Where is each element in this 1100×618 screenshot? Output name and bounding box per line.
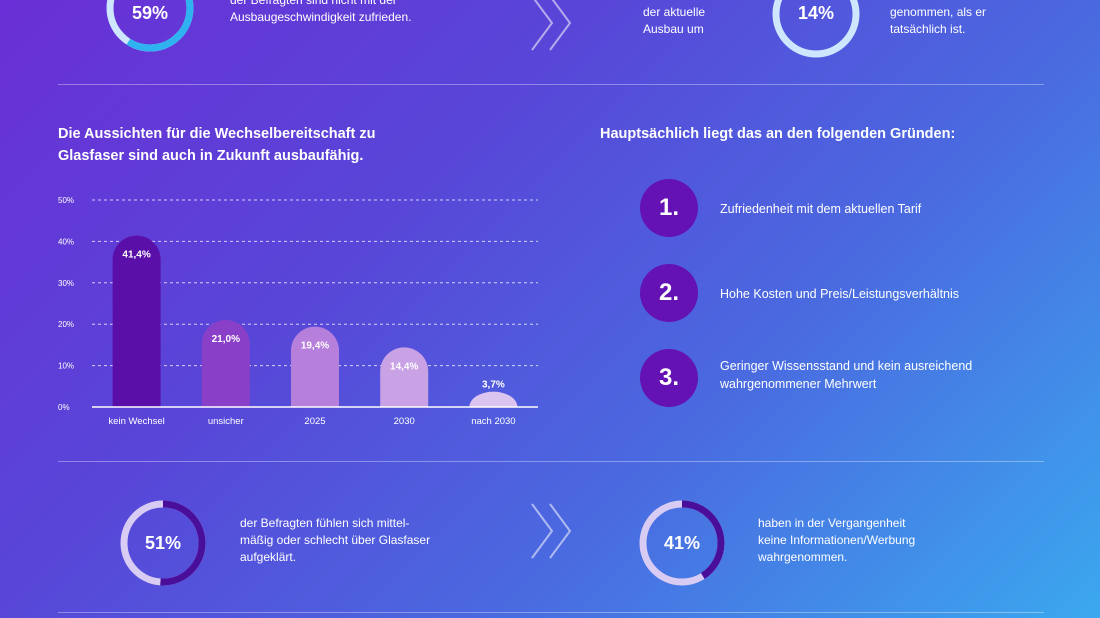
y-tick-label: 50% [58, 196, 74, 205]
y-tick-label: 20% [58, 320, 74, 329]
y-tick-label: 40% [58, 237, 74, 246]
stat-value-59: 59% [131, 3, 169, 23]
stat-value-14: 14% [797, 3, 835, 23]
x-category-label: nach 2030 [471, 416, 515, 427]
ring-41 [639, 500, 725, 586]
bar-value-label: 14,4% [390, 361, 418, 372]
reason-text-1: Zufriedenheit mit dem aktuellen Tarif [720, 202, 922, 216]
y-tick-label: 10% [58, 362, 74, 371]
stat-text-ausbau: der aktuelle Ausbau um [643, 5, 706, 36]
ring-59 [106, 0, 194, 52]
bar [469, 391, 518, 407]
divider-top [58, 84, 1044, 85]
bar [201, 320, 250, 407]
reasons-heading: Hauptsächlich liegt das an den folgenden… [600, 126, 956, 142]
reason-text-2: Hohe Kosten und Preis/Leistungsverhältni… [720, 287, 960, 301]
bar [112, 235, 161, 407]
stat-text-werbung: haben in der Vergangenheit keine Informa… [758, 516, 916, 564]
reason-text-3: Geringer Wissensstand und kein ausreiche… [720, 359, 973, 391]
bar-value-label: 21,0% [212, 334, 240, 345]
chevron-right-icon [531, 0, 572, 51]
x-category-label: 2025 [304, 416, 325, 427]
bar-value-label: 3,7% [482, 380, 505, 391]
stat-text-wahrgenommen: genommen, als er tatsächlich ist. [890, 5, 987, 36]
divider-middle [58, 461, 1044, 462]
chevron-right-icon-2 [531, 503, 572, 559]
bar [380, 347, 429, 407]
stat-text-ausbaugeschwindigkeit: der Befragten sind nicht mit der Ausbaug… [230, 0, 412, 24]
divider-bottom [58, 612, 1044, 613]
reason-number-3: 3. [640, 349, 698, 407]
bar-chart: 0% 10% 20% 30% 40% 50% 41,4% kein Wechsel 21,0% u… [58, 196, 538, 427]
ring-14 [772, 0, 860, 58]
bar-value-label: 19,4% [301, 341, 329, 352]
bar-value-label: 41,4% [122, 250, 150, 261]
reason-number-2: 2. [640, 264, 698, 322]
y-tick-label: 0% [58, 403, 70, 412]
x-category-label: unsicher [208, 416, 244, 427]
stat-value-51: 51% [144, 533, 182, 553]
chart-heading: Die Aussichten für die Wechselbereitscha… [58, 126, 376, 164]
stat-text-aufgeklaert: der Befragten fühlen sich mittel- mäßig … [240, 516, 431, 564]
ring-51 [120, 500, 206, 586]
bar [291, 326, 339, 407]
x-category-label: kein Wechsel [108, 416, 164, 427]
y-tick-label: 30% [58, 279, 74, 288]
stat-value-41: 41% [663, 533, 701, 553]
reason-number-1: 1. [640, 179, 698, 237]
x-category-label: 2030 [394, 416, 415, 427]
